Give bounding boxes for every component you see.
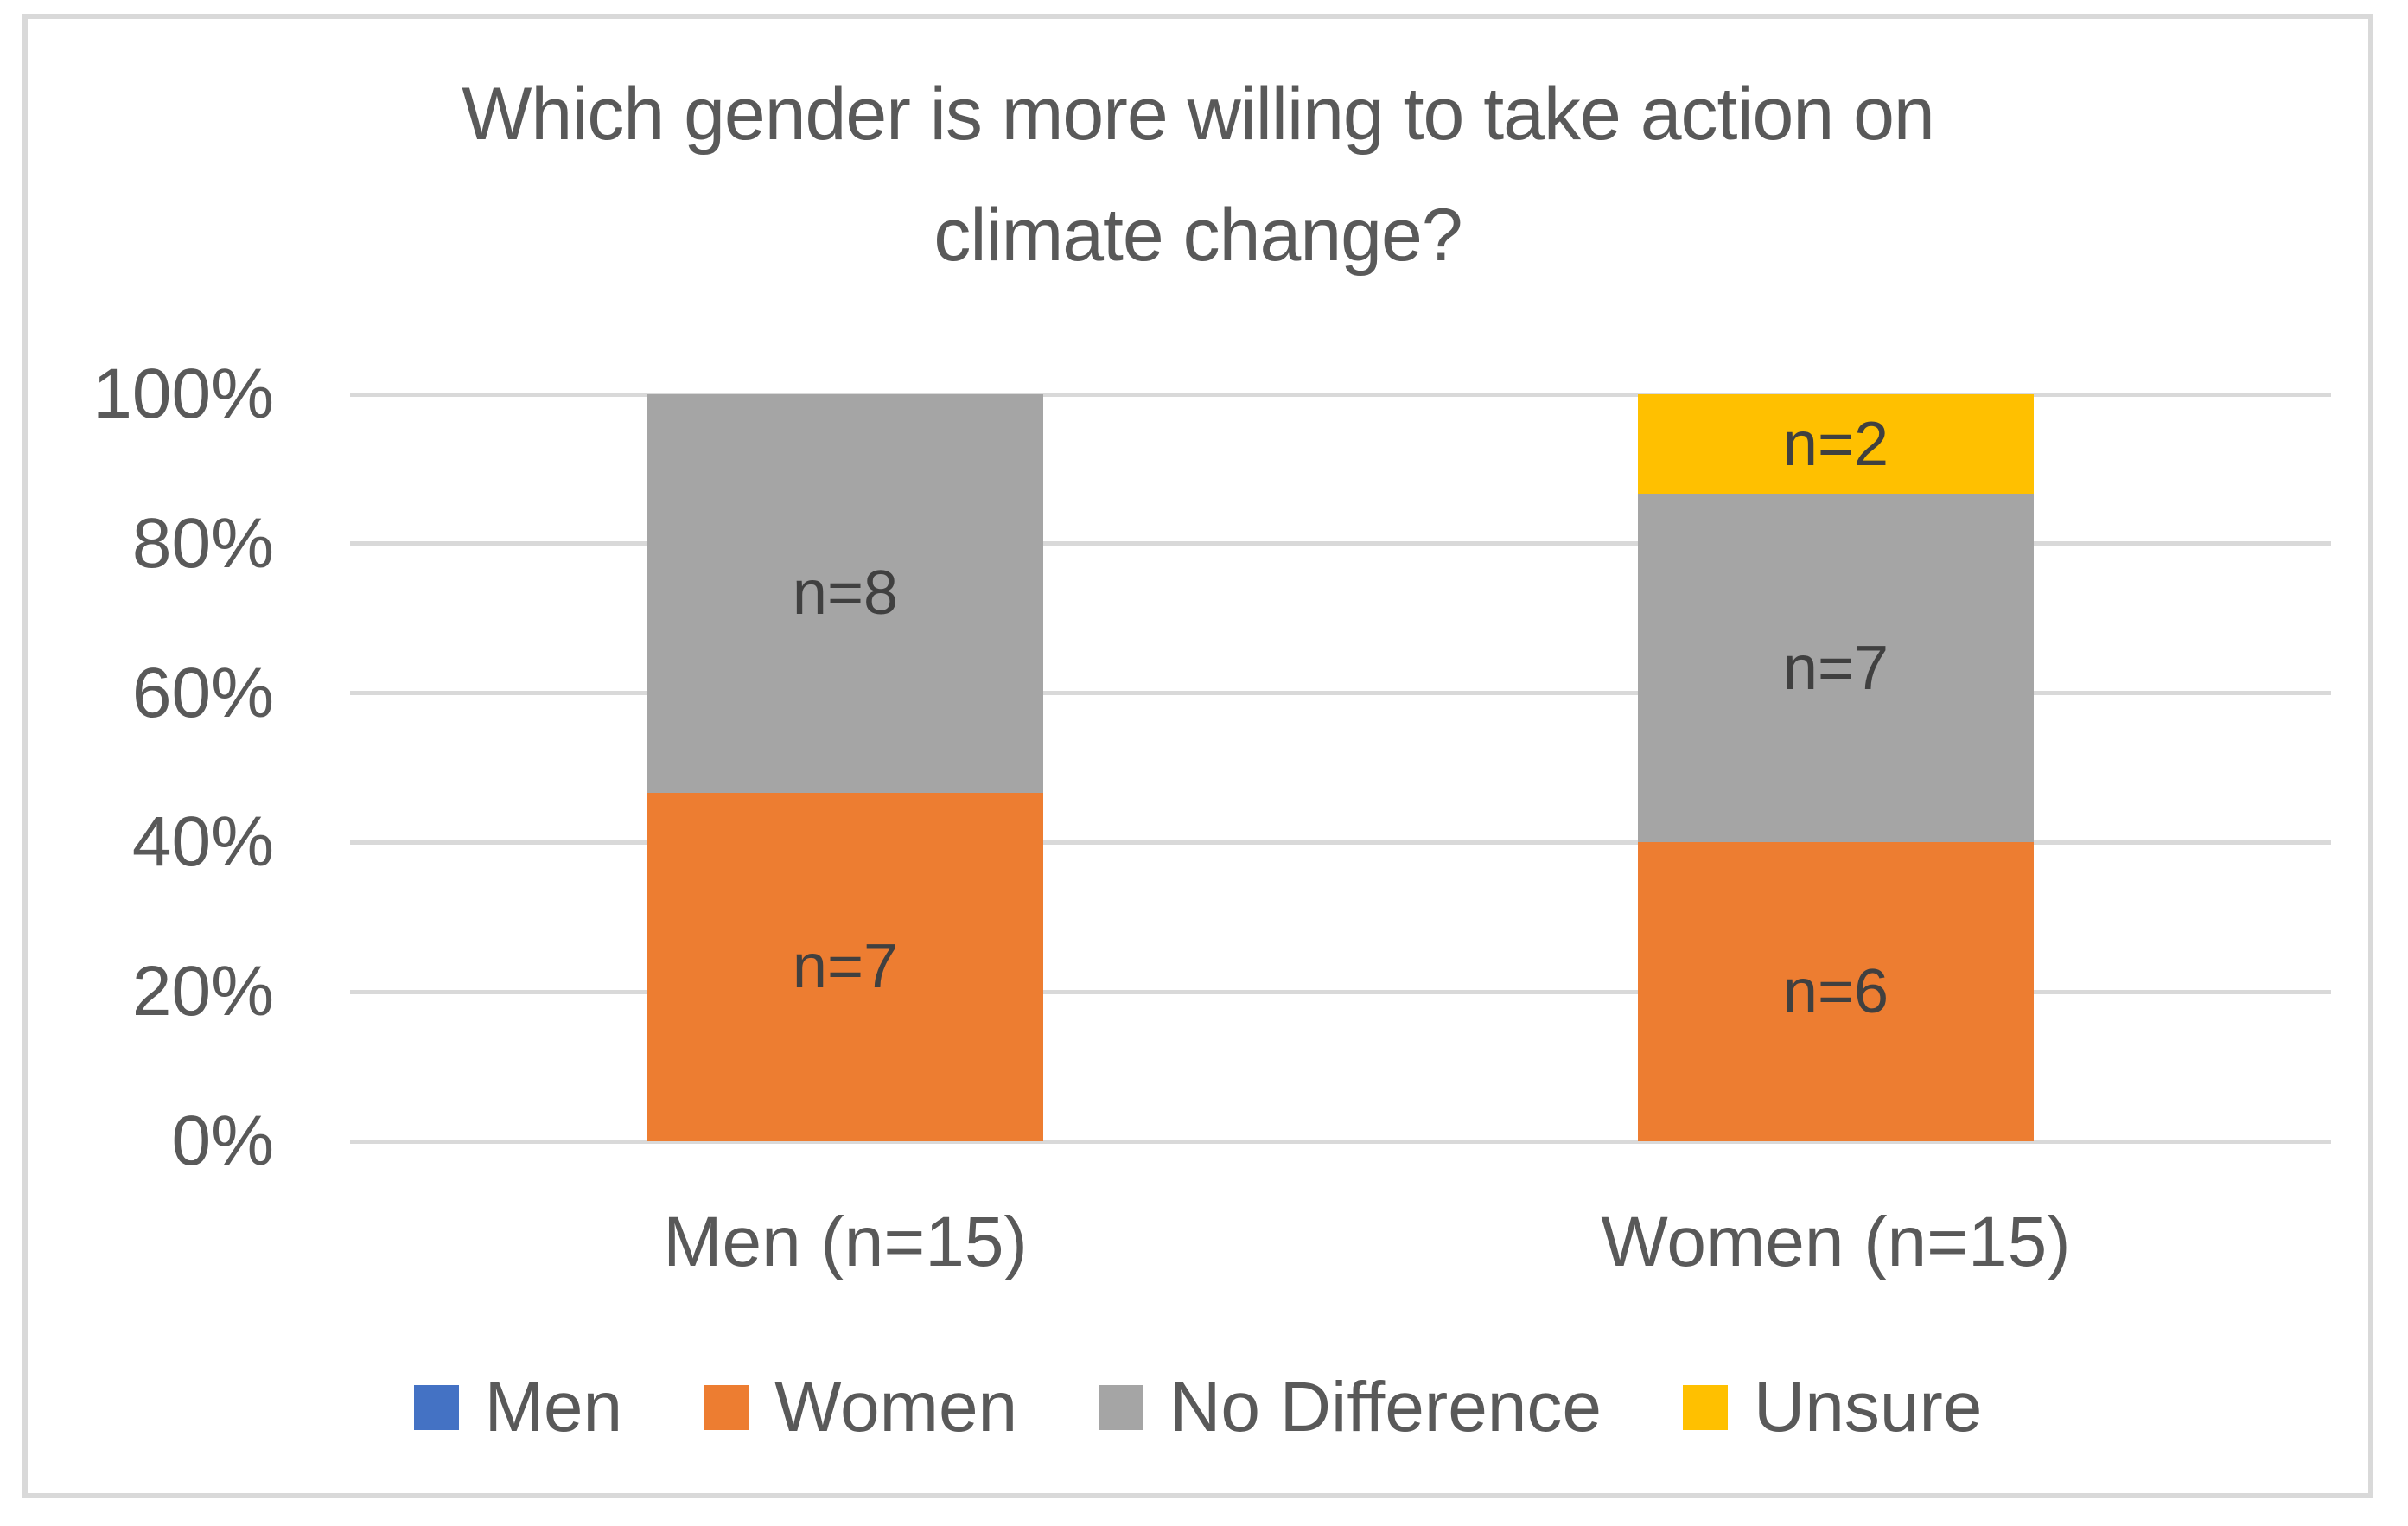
gridline xyxy=(350,541,2331,546)
legend-swatch-icon xyxy=(413,1385,459,1430)
legend-swatch-icon xyxy=(1099,1385,1144,1430)
chart-title-line-2: climate change? xyxy=(933,194,1462,277)
plot-area: n=7 n=8 n=6 n=7 n=2 xyxy=(350,392,2331,1144)
legend-label: Men xyxy=(484,1368,623,1446)
legend: Men Women No Difference Unsure xyxy=(28,1364,2368,1451)
category-label: Women (n=15) xyxy=(1601,1203,2071,1281)
legend-item-no-difference: No Difference xyxy=(1099,1367,1602,1448)
legend-item-men: Men xyxy=(413,1367,623,1448)
legend-swatch-icon xyxy=(704,1385,749,1430)
legend-label: Women xyxy=(774,1368,1018,1446)
chart-title: Which gender is more willing to take act… xyxy=(28,54,2368,296)
y-axis: 0% 20% 40% 60% 80% 100% xyxy=(28,355,274,1180)
chart-title-line-1: Which gender is more willing to take act… xyxy=(462,73,1935,156)
bar-segment-unsure: n=2 xyxy=(1638,394,2034,495)
legend-label: No Difference xyxy=(1169,1368,1602,1446)
legend-item-women: Women xyxy=(704,1367,1017,1448)
data-label: n=7 xyxy=(1782,633,1889,703)
chart-figure: Which gender is more willing to take act… xyxy=(22,14,2373,1498)
y-tick-label: 20% xyxy=(131,952,274,1031)
y-tick-label: 40% xyxy=(131,802,274,882)
gridline xyxy=(350,989,2331,994)
gridline xyxy=(350,840,2331,845)
legend-swatch-icon xyxy=(1683,1385,1729,1430)
x-axis: Men (n=15) Women (n=15) xyxy=(350,1202,2331,1297)
bar-segment-no-difference: n=8 xyxy=(647,394,1043,793)
bar-segment-women: n=7 xyxy=(647,792,1043,1141)
category-label: Men (n=15) xyxy=(663,1203,1028,1281)
bar-segment-no-difference: n=7 xyxy=(1638,494,2034,843)
data-label: n=7 xyxy=(792,932,899,1002)
y-tick-label: 80% xyxy=(131,503,274,583)
y-tick-label: 0% xyxy=(171,1101,274,1180)
legend-item-unsure: Unsure xyxy=(1683,1367,1982,1448)
gridline xyxy=(350,1139,2331,1144)
data-label: n=8 xyxy=(792,559,899,629)
bar-segment-women: n=6 xyxy=(1638,842,2034,1141)
y-tick-label: 60% xyxy=(131,653,274,732)
legend-label: Unsure xyxy=(1754,1368,1983,1446)
data-label: n=2 xyxy=(1782,409,1889,479)
data-label: n=6 xyxy=(1782,957,1889,1027)
y-tick-label: 100% xyxy=(92,354,274,433)
gridline xyxy=(350,392,2331,397)
gridline xyxy=(350,691,2331,696)
